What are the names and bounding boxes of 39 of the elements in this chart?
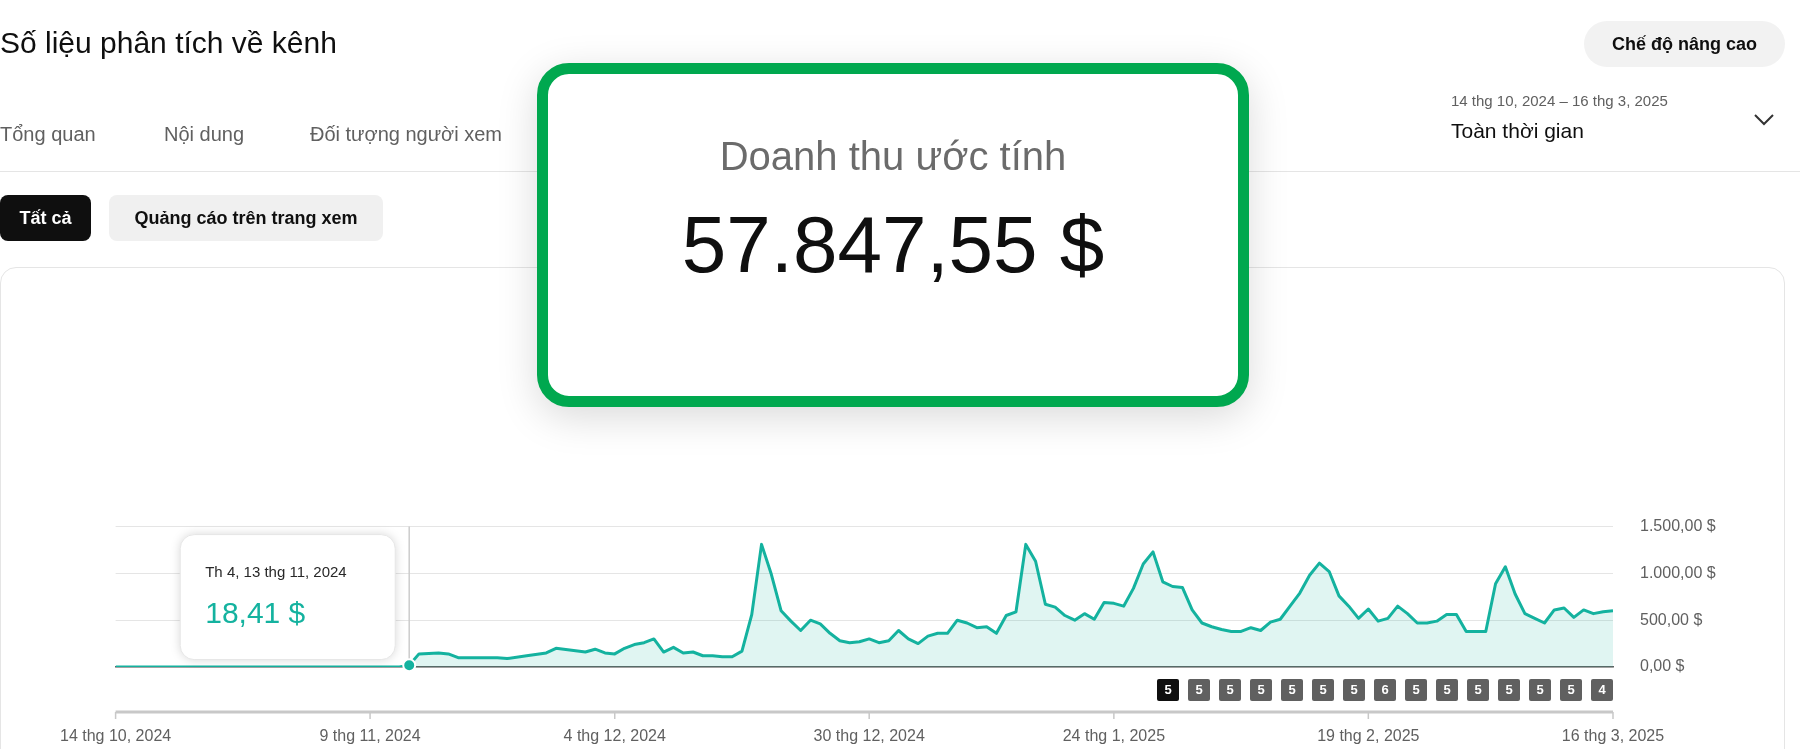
y-tick-label: 1.000,00 $ [1640, 563, 1716, 581]
text: Tổng quan [0, 123, 96, 146]
text: 5 [1505, 681, 1513, 697]
text: 5 [1567, 681, 1575, 697]
annotation: Th 4, 13 thg 11, 2024 [205, 562, 347, 580]
text: 5 [1195, 681, 1203, 697]
text: Tất cả [0, 195, 91, 241]
y-tick-label: 0,00 $ [1640, 657, 1685, 675]
y-tick-label: 1.500,00 $ [1640, 517, 1716, 535]
text: 4 [1598, 681, 1607, 697]
text: 5 [1288, 681, 1296, 697]
chart-subtitle: Doanh thu ước tính [718, 134, 1068, 179]
text: 6 [1381, 681, 1389, 697]
x-tick-label: 14 thg 10, 2024 [60, 727, 172, 745]
text: 5 [1536, 681, 1544, 697]
x-tick-label: 4 thg 12, 2024 [563, 727, 666, 745]
x-tick-label: 30 thg 12, 2024 [813, 727, 925, 745]
annotation: 18,41 $ [205, 595, 306, 629]
text: Chế độ nâng cao [1584, 21, 1785, 67]
x-tick-label: 24 thg 1, 2025 [1062, 727, 1166, 745]
x-tick-label: 9 thg 11, 2024 [319, 727, 421, 745]
text: 5 [1164, 681, 1172, 697]
text: 5 [1474, 681, 1482, 697]
text: Đối tượng người xem [310, 123, 502, 146]
text: 5 [1319, 681, 1327, 697]
y-tick-label: 500,00 $ [1640, 610, 1703, 628]
text: 14 thg 10, 2024 – 16 thg 3, 2025 [1451, 92, 1668, 109]
text: 5 [1443, 681, 1451, 697]
text: 57.847,55 $ [680, 199, 1106, 291]
text: Nội dung [164, 123, 245, 146]
chart-title: Số liệu phân tích về kênh [0, 26, 337, 60]
text: Toàn thời gian [1451, 119, 1584, 143]
text: 5 [1412, 681, 1420, 697]
text: 5 [1226, 681, 1234, 697]
text: 5 [1257, 681, 1265, 697]
text: 5 [1350, 681, 1358, 697]
x-tick-label: 16 thg 3, 2025 [1561, 727, 1665, 745]
x-tick-label: 19 thg 2, 2025 [1317, 727, 1420, 745]
text: Quảng cáo trên trang xem [109, 195, 383, 241]
